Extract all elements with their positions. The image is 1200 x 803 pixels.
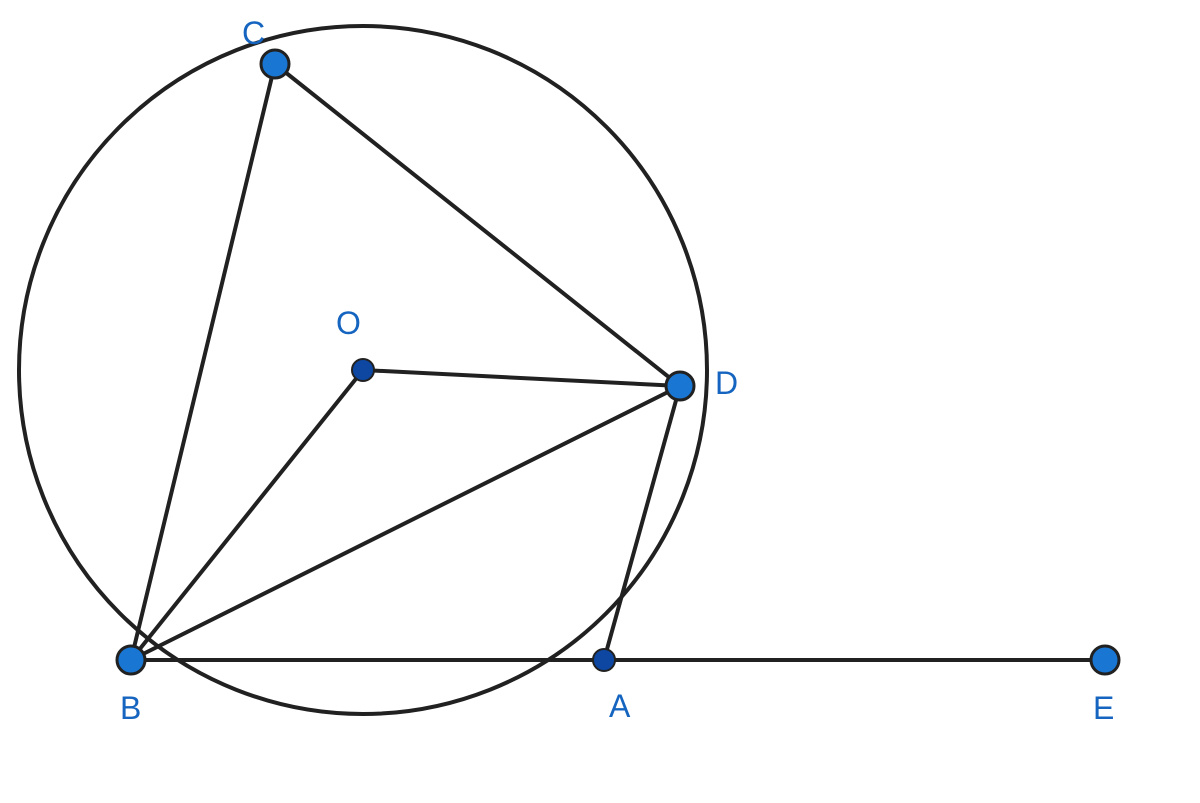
point-E xyxy=(1091,646,1119,674)
label-O: O xyxy=(336,305,361,341)
point-A xyxy=(593,649,615,671)
label-A: A xyxy=(609,688,631,724)
segment-OD xyxy=(363,370,680,386)
point-O xyxy=(352,359,374,381)
point-C xyxy=(261,50,289,78)
segment-AD xyxy=(604,386,680,660)
label-B: B xyxy=(120,690,141,726)
point-D xyxy=(666,372,694,400)
geometry-diagram: O A B C D E xyxy=(0,0,1200,803)
point-B xyxy=(117,646,145,674)
label-D: D xyxy=(715,365,738,401)
label-C: C xyxy=(242,15,265,51)
points-group xyxy=(117,50,1119,674)
label-E: E xyxy=(1093,690,1114,726)
segments-group xyxy=(131,64,1105,660)
